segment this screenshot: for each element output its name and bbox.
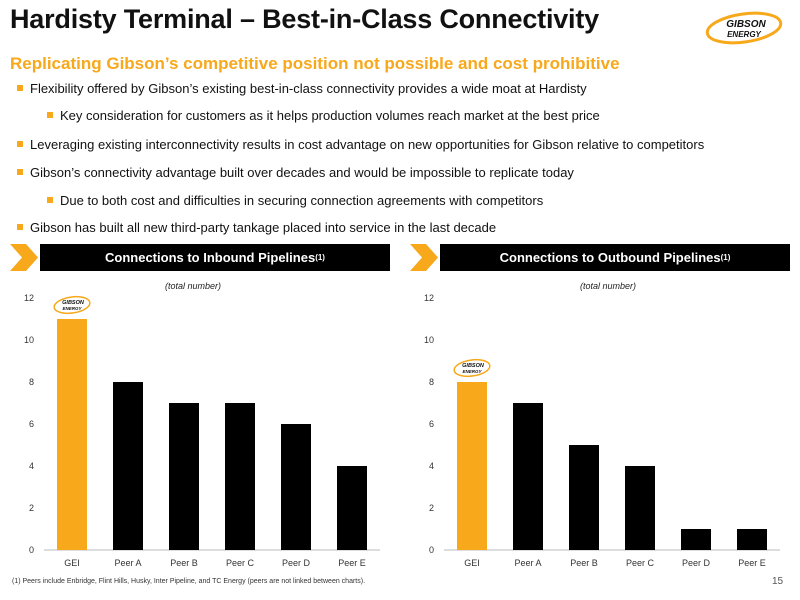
footnote: (1) Peers include Enbridge, Flint Hills,… (12, 578, 366, 585)
outbound-chart-subtitle: (total number) (580, 281, 637, 291)
bullet-square-icon (17, 169, 23, 175)
x-tick-label: Peer D (682, 558, 711, 568)
x-tick-label: Peer D (282, 558, 311, 568)
bar-peer-e (337, 466, 367, 550)
bullet-text: Due to both cost and difficulties in sec… (60, 193, 544, 208)
bar-gei (457, 382, 487, 550)
logo-ring-icon (453, 358, 491, 378)
bar-peer-c (625, 466, 655, 550)
bullet-square-icon (17, 85, 23, 91)
y-tick-label: 12 (24, 293, 34, 303)
x-tick-label: GEI (64, 558, 80, 568)
bullet-square-icon (17, 224, 23, 230)
logo-badge-line1: GIBSON (462, 363, 485, 369)
y-tick-label: 10 (24, 335, 34, 345)
outbound-chart-title: Connections to Outbound Pipelines (499, 250, 721, 265)
chevron-left-banner-icon (10, 244, 38, 271)
x-tick-label: Peer A (114, 558, 141, 568)
bullet-item: Gibson’s connectivity advantage built ov… (17, 165, 574, 180)
bullet-item: Key consideration for customers as it he… (47, 108, 600, 123)
x-tick-label: Peer E (338, 558, 366, 568)
y-tick-label: 2 (29, 503, 34, 513)
x-tick-label: Peer B (170, 558, 198, 568)
x-tick-label: Peer B (570, 558, 598, 568)
bar-peer-d (281, 424, 311, 550)
page-subtitle: Replicating Gibson’s competitive positio… (10, 54, 620, 73)
logo-text-line1: GIBSON (726, 19, 766, 30)
bar-peer-a (513, 403, 543, 550)
bar-gei (57, 319, 87, 550)
bullet-text: Flexibility offered by Gibson’s existing… (30, 81, 587, 96)
bullet-text: Leveraging existing interconnectivity re… (30, 137, 705, 152)
y-tick-label: 0 (429, 545, 434, 555)
logo-badge-line1: GIBSON (62, 300, 85, 306)
bar-peer-e (737, 529, 767, 550)
y-tick-label: 8 (429, 377, 434, 387)
y-tick-label: 6 (29, 419, 34, 429)
bullet-square-icon (47, 112, 53, 118)
bar-peer-c (225, 403, 255, 550)
logo-badge-line2: ENERGY (62, 306, 82, 311)
bullet-item: Flexibility offered by Gibson’s existing… (17, 81, 587, 96)
bullet-text: Gibson’s connectivity advantage built ov… (30, 165, 574, 180)
y-tick-label: 8 (29, 377, 34, 387)
x-tick-label: GEI (464, 558, 480, 568)
bar-peer-d (681, 529, 711, 550)
y-tick-label: 4 (429, 461, 434, 471)
logo-badge-line2: ENERGY (462, 369, 482, 374)
y-tick-label: 4 (29, 461, 34, 471)
x-tick-label: Peer E (738, 558, 766, 568)
x-tick-label: Peer C (626, 558, 655, 568)
bar-peer-b (569, 445, 599, 550)
inbound-chart-banner: Connections to Inbound Pipelines (1) (40, 244, 390, 271)
bar-peer-a (113, 382, 143, 550)
y-tick-label: 2 (429, 503, 434, 513)
y-tick-label: 12 (424, 293, 434, 303)
outbound-chart-banner: Connections to Outbound Pipelines (1) (440, 244, 790, 271)
outbound-chart-footnote-ref: (1) (720, 253, 731, 262)
chevron-right-banner-icon (410, 244, 438, 271)
inbound-chart-subtitle: (total number) (165, 281, 222, 291)
x-tick-label: Peer A (514, 558, 541, 568)
x-tick-label: Peer C (226, 558, 255, 568)
logo-text-line2: ENERGY (727, 30, 761, 39)
logo-ring-icon (53, 295, 91, 315)
y-tick-label: 0 (29, 545, 34, 555)
page-title: Hardisty Terminal – Best-in-Class Connec… (10, 4, 599, 34)
bullet-item: Due to both cost and difficulties in sec… (47, 193, 544, 208)
page-number: 15 (772, 576, 784, 587)
bar-peer-b (169, 403, 199, 550)
bullet-square-icon (47, 197, 53, 203)
y-tick-label: 10 (424, 335, 434, 345)
bullet-square-icon (17, 141, 23, 147)
inbound-chart-footnote-ref: (1) (315, 253, 325, 262)
y-tick-label: 6 (429, 419, 434, 429)
bullet-item: Leveraging existing interconnectivity re… (17, 137, 705, 152)
inbound-chart-title: Connections to Inbound Pipelines (105, 250, 316, 265)
bullet-text: Key consideration for customers as it he… (60, 108, 600, 123)
bullet-text: Gibson has built all new third-party tan… (30, 220, 497, 235)
bullet-item: Gibson has built all new third-party tan… (17, 220, 497, 235)
gibson-energy-logo: GIBSON ENERGY (705, 11, 783, 45)
